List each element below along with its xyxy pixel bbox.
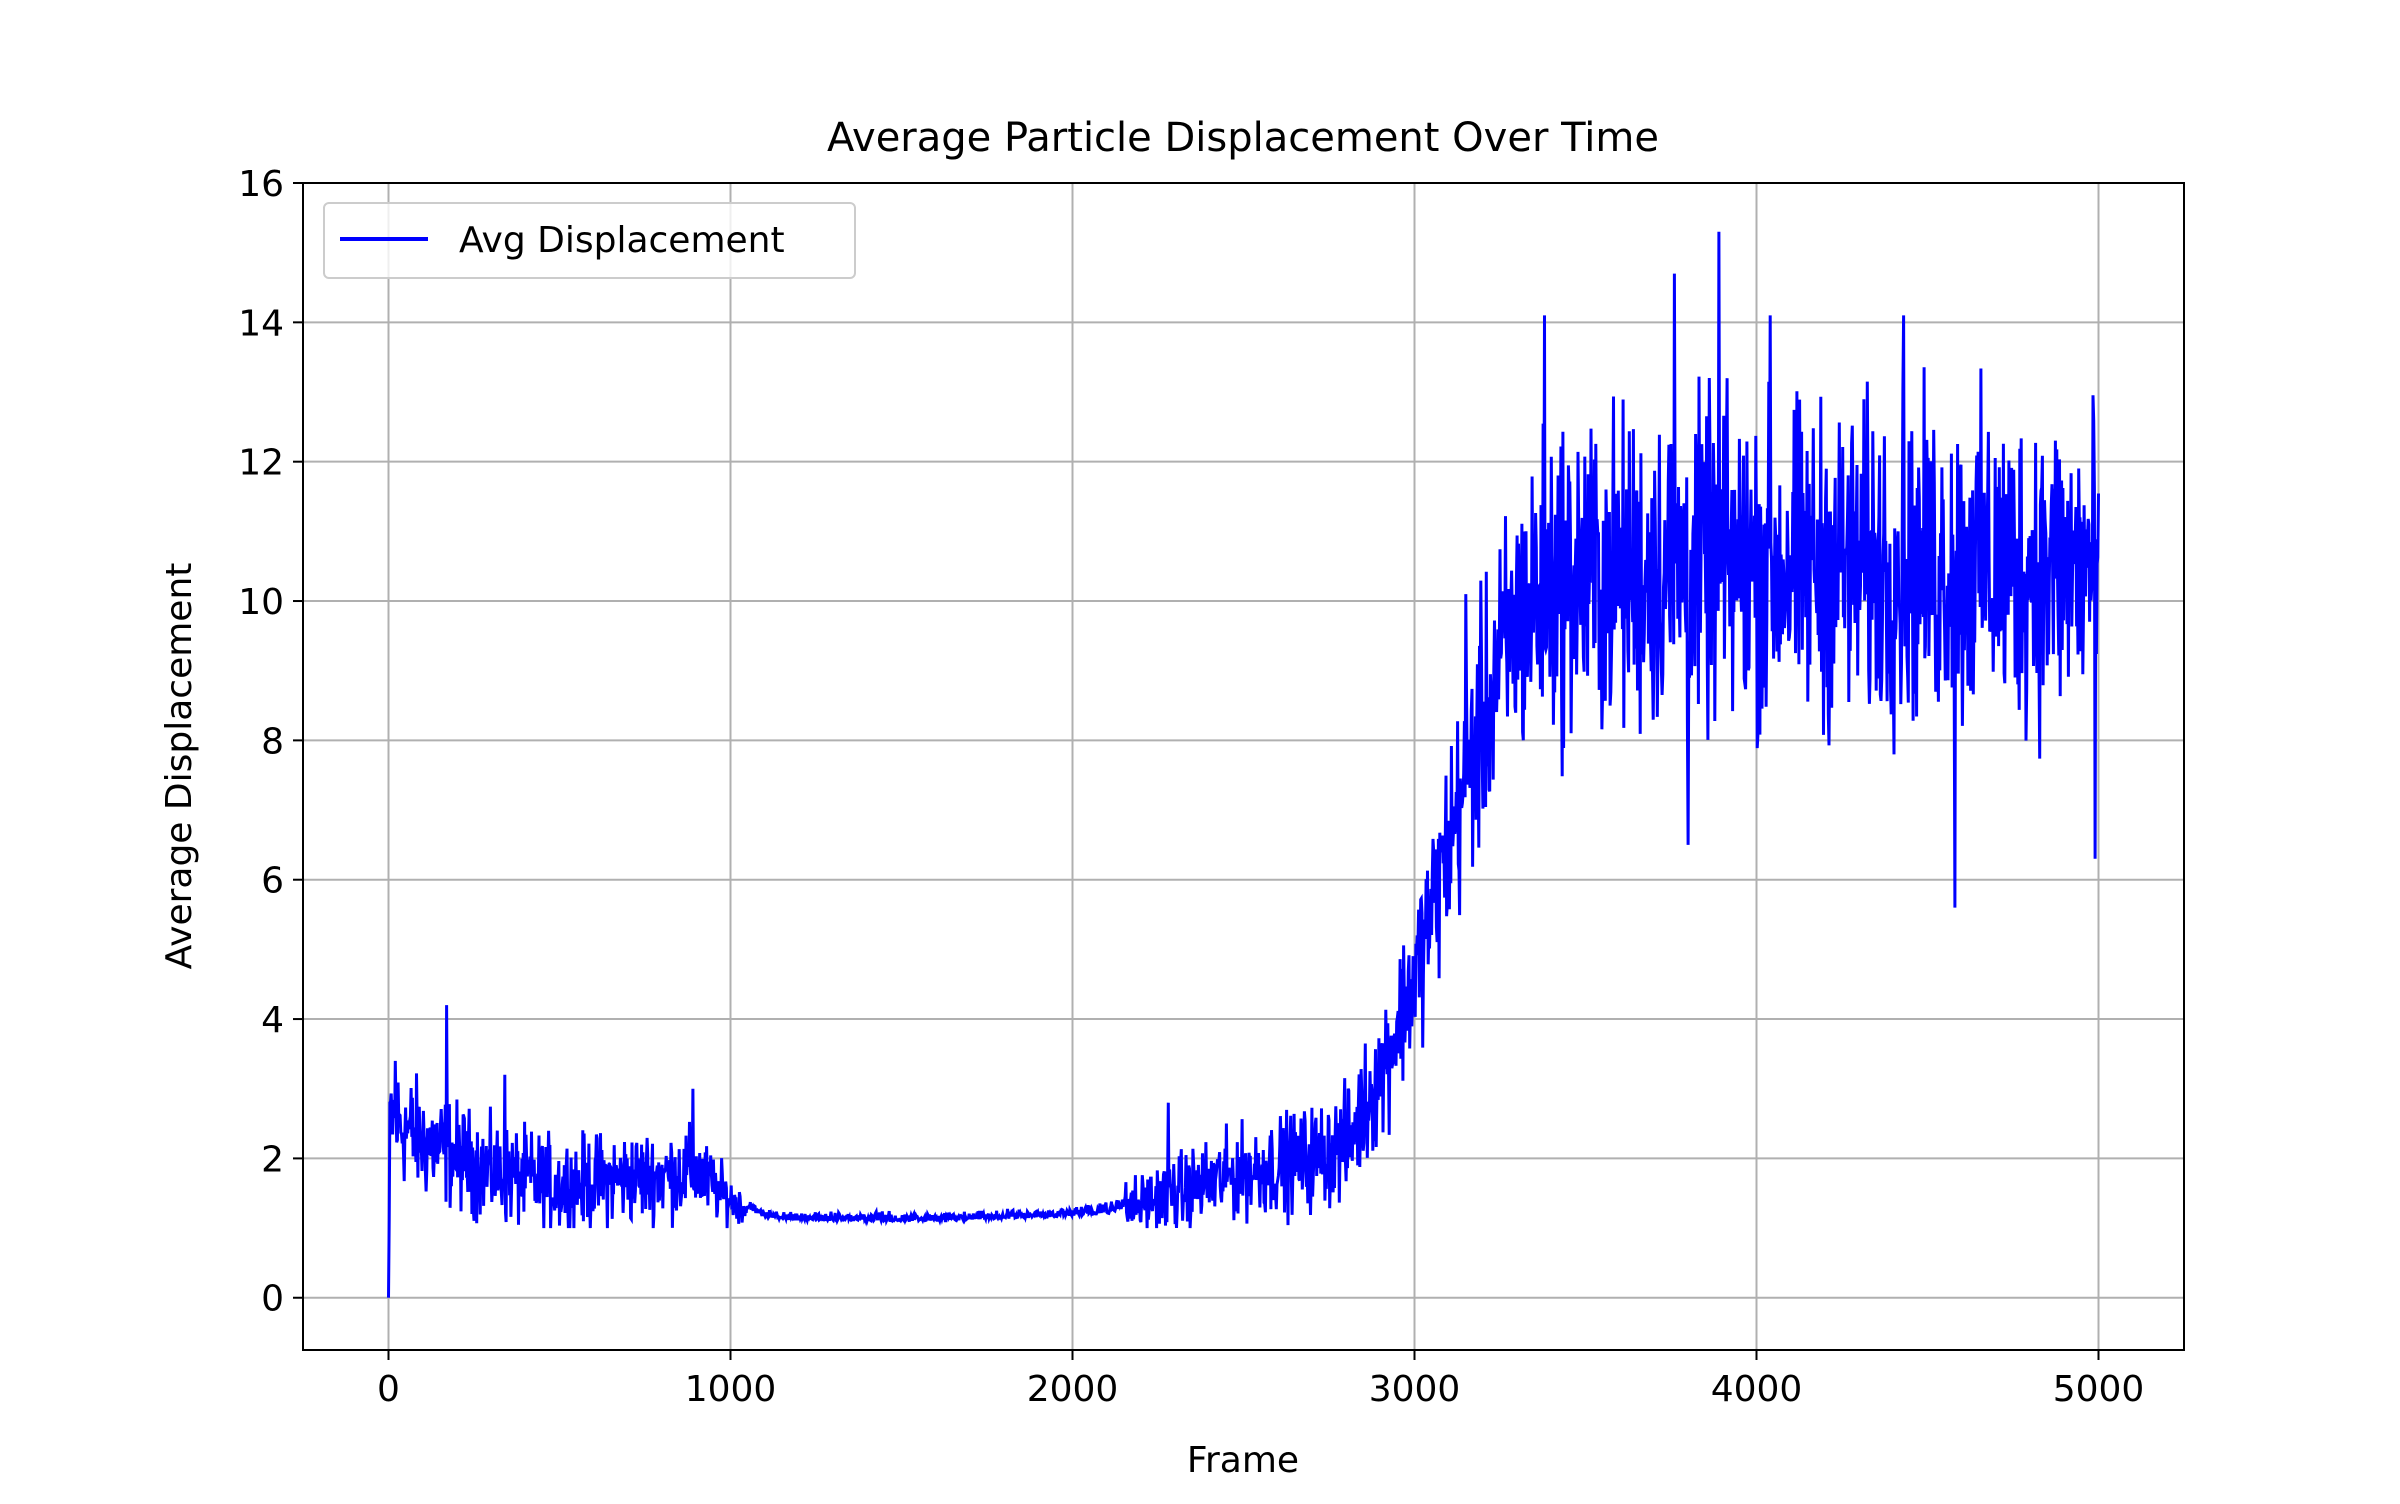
y-tick-label: 12	[238, 443, 284, 484]
x-axis-label: Frame	[1187, 1440, 1299, 1481]
chart-title: Average Particle Displacement Over Time	[827, 115, 1659, 161]
legend: Avg Displacement	[323, 202, 856, 279]
y-tick-label: 8	[261, 721, 284, 762]
x-tick-label: 5000	[2053, 1369, 2145, 1410]
x-tick-label: 1000	[685, 1369, 777, 1410]
y-tick-label: 2	[261, 1139, 284, 1180]
y-tick-label: 6	[261, 861, 284, 902]
legend-frame	[323, 202, 856, 279]
y-tick-label: 10	[238, 582, 284, 623]
legend-label: Avg Displacement	[459, 220, 785, 261]
series-line-avg-displacement	[387, 231, 2100, 1298]
y-axis-label: Average Displacement	[159, 563, 200, 970]
x-tick-label: 3000	[1369, 1369, 1461, 1410]
series-layer	[387, 231, 2100, 1298]
x-tick-label: 0	[377, 1369, 400, 1410]
axis-ticks: 0 1000 2000 3000 4000 5000 0 2 4 6 8 10 12 14 16	[238, 164, 2144, 1410]
y-tick-label: 16	[238, 164, 284, 205]
x-tick-label: 4000	[1711, 1369, 1803, 1410]
y-tick-label: 14	[238, 303, 284, 344]
plot-area-frame	[302, 182, 2185, 1351]
y-tick-label: 4	[261, 1000, 284, 1041]
x-tick-label: 2000	[1027, 1369, 1119, 1410]
y-tick-label: 0	[261, 1279, 284, 1320]
